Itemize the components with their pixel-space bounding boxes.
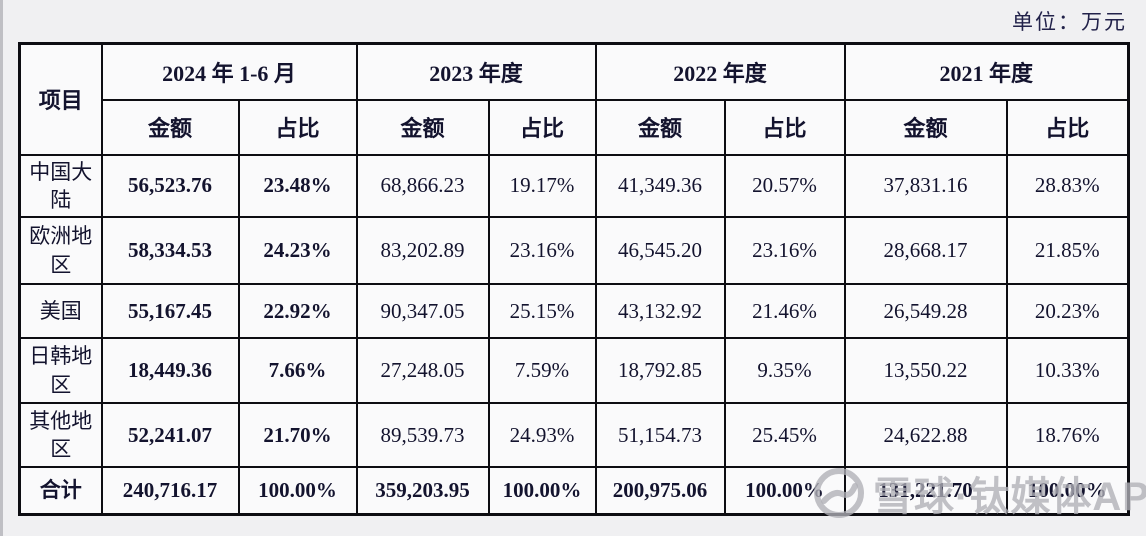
amount-cell: 27,248.05 — [355, 337, 490, 405]
amount-cell: 28,668.17 — [843, 216, 1008, 286]
row-label: 其他地区 — [18, 402, 103, 469]
amount-cell: 200,975.06 — [594, 466, 726, 516]
amount-header-2021: 金额 — [843, 98, 1008, 156]
amount-cell: 131,221.70 — [843, 466, 1008, 516]
period-header-2024: 2024 年 1-6 月 — [100, 42, 358, 101]
amount-cell: 359,203.95 — [355, 466, 490, 516]
share-cell: 28.83% — [1005, 153, 1130, 219]
share-cell: 10.33% — [1005, 337, 1130, 405]
share-cell: 100.00% — [1005, 466, 1130, 516]
share-cell: 21.46% — [723, 283, 846, 340]
table-row-japan-korea: 日韩地区 18,449.36 7.66% 27,248.05 7.59% 18,… — [18, 337, 1130, 405]
row-label: 合计 — [18, 466, 103, 516]
share-cell: 23.16% — [487, 216, 597, 286]
share-cell: 100.00% — [487, 466, 597, 516]
amount-header-2023: 金额 — [355, 98, 490, 156]
revenue-by-region-table: 项目 2024 年 1-6 月 2023 年度 2022 年度 2021 年度 … — [18, 42, 1131, 516]
period-header-2022: 2022 年度 — [594, 42, 846, 101]
amount-header-2024: 金额 — [100, 98, 240, 156]
amount-cell: 83,202.89 — [355, 216, 490, 286]
amount-cell: 89,539.73 — [355, 402, 490, 469]
amount-cell: 37,831.16 — [843, 153, 1008, 219]
amount-cell: 240,716.17 — [100, 466, 240, 516]
table-row-china-mainland: 中国大陆 56,523.76 23.48% 68,866.23 19.17% 4… — [18, 153, 1130, 219]
table-row-other-regions: 其他地区 52,241.07 21.70% 89,539.73 24.93% 5… — [18, 402, 1130, 469]
share-cell: 7.66% — [237, 337, 358, 405]
amount-cell: 90,347.05 — [355, 283, 490, 340]
table-row-usa: 美国 55,167.45 22.92% 90,347.05 25.15% 43,… — [18, 283, 1130, 340]
amount-cell: 46,545.20 — [594, 216, 726, 286]
share-cell: 21.70% — [237, 402, 358, 469]
share-cell: 100.00% — [237, 466, 358, 516]
share-cell: 24.93% — [487, 402, 597, 469]
item-header-cell: 项目 — [18, 42, 103, 156]
share-cell: 23.48% — [237, 153, 358, 219]
share-cell: 20.57% — [723, 153, 846, 219]
share-cell: 9.35% — [723, 337, 846, 405]
amount-cell: 26,549.28 — [843, 283, 1008, 340]
table-row-europe: 欧洲地区 58,334.53 24.23% 83,202.89 23.16% 4… — [18, 216, 1130, 286]
share-cell: 100.00% — [723, 466, 846, 516]
amount-cell: 56,523.76 — [100, 153, 240, 219]
amount-cell: 52,241.07 — [100, 402, 240, 469]
amount-cell: 41,349.36 — [594, 153, 726, 219]
share-cell: 18.76% — [1005, 402, 1130, 469]
amount-cell: 18,449.36 — [100, 337, 240, 405]
row-label: 日韩地区 — [18, 337, 103, 405]
share-cell: 23.16% — [723, 216, 846, 286]
unit-label: 单位：万元 — [1012, 10, 1127, 34]
row-label: 美国 — [18, 283, 103, 340]
amount-cell: 58,334.53 — [100, 216, 240, 286]
amount-header-2022: 金额 — [594, 98, 726, 156]
share-cell: 25.15% — [487, 283, 597, 340]
share-header-2024: 占比 — [237, 98, 358, 156]
share-cell: 19.17% — [487, 153, 597, 219]
period-header-2021: 2021 年度 — [843, 42, 1130, 101]
row-label: 欧洲地区 — [18, 216, 103, 286]
amount-cell: 43,132.92 — [594, 283, 726, 340]
page-left-edge — [0, 0, 3, 536]
share-cell: 22.92% — [237, 283, 358, 340]
share-header-2022: 占比 — [723, 98, 846, 156]
share-header-2023: 占比 — [487, 98, 597, 156]
share-header-2021: 占比 — [1005, 98, 1130, 156]
amount-cell: 18,792.85 — [594, 337, 726, 405]
table-row-total: 合计 240,716.17 100.00% 359,203.95 100.00%… — [18, 466, 1130, 516]
amount-cell: 55,167.45 — [100, 283, 240, 340]
row-label: 中国大陆 — [18, 153, 103, 219]
amount-cell: 51,154.73 — [594, 402, 726, 469]
share-cell: 7.59% — [487, 337, 597, 405]
share-cell: 21.85% — [1005, 216, 1130, 286]
amount-cell: 13,550.22 — [843, 337, 1008, 405]
share-cell: 24.23% — [237, 216, 358, 286]
amount-cell: 24,622.88 — [843, 402, 1008, 469]
share-cell: 20.23% — [1005, 283, 1130, 340]
period-header-2023: 2023 年度 — [355, 42, 597, 101]
amount-cell: 68,866.23 — [355, 153, 490, 219]
share-cell: 25.45% — [723, 402, 846, 469]
